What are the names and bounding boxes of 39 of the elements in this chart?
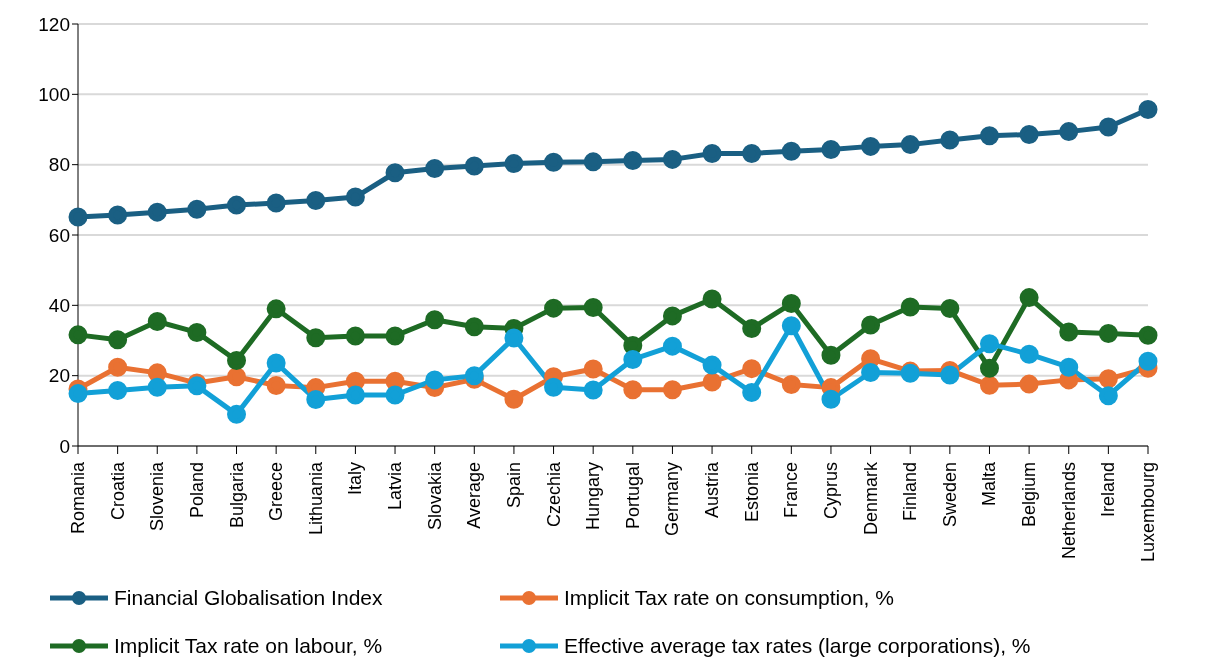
x-tick-label: Belgium [1019,462,1040,528]
y-tick-label: 0 [59,435,70,457]
x-tick-label: Netherlands [1058,462,1079,560]
legend-label: Effective average tax rates (large corporations), % [564,634,1031,658]
x-tick-label: Czechia [543,461,564,528]
x-tick-label: Sweden [939,462,960,528]
y-tick-label: 60 [48,224,70,246]
y-tick-label: 80 [48,154,70,176]
x-tick-label: Hungary [583,462,604,531]
x-tick-label: Bulgaria [226,461,247,529]
legend-label: Financial Globalisation Index [114,586,383,610]
x-tick-label: Austria [702,461,723,519]
x-tick-label: Poland [186,462,207,519]
x-tick-label: Romania [68,461,88,535]
x-tick-label: Luxembourg [1138,462,1158,563]
legend-label: Implicit Tax rate on labour, % [114,634,383,658]
x-tick-label: Denmark [860,461,881,536]
x-tick-label: Latvia [385,461,406,511]
x-tick-label: Lithuania [305,461,326,536]
x-tick-label: Slovakia [424,461,445,531]
x-tick-label: Estonia [741,461,762,523]
y-tick-label: 40 [48,295,70,317]
x-tick-label: Greece [266,462,287,522]
y-tick-label: 20 [48,365,70,387]
x-tick-label: Croatia [107,461,128,521]
x-tick-label: Italy [345,462,366,496]
legend-label: Implicit Tax rate on consumption, % [564,586,894,610]
x-tick-label: Spain [503,462,524,509]
x-tick-label: Ireland [1098,462,1119,518]
x-tick-label: France [781,462,802,519]
y-tick-label: 120 [38,13,70,35]
x-tick-label: Slovenia [147,461,168,532]
x-tick-label: Germany [662,462,683,537]
x-tick-label: Average [464,462,485,529]
y-tick-label: 100 [38,84,70,106]
x-tick-label: Portugal [622,462,643,530]
x-tick-label: Cyprus [820,462,841,520]
x-tick-label: Finland [900,462,921,522]
x-tick-label: Malta [979,461,1000,507]
